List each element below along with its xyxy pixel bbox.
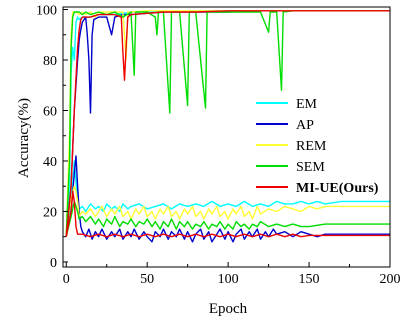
y-axis-title: Accuracy(%) bbox=[16, 98, 32, 178]
legend-label-em: EM bbox=[296, 97, 318, 112]
series-line-sem-high bbox=[65, 10, 390, 237]
legend-label-mi-ue-ours: MI-UE(Ours) bbox=[296, 181, 379, 196]
legend-label-rem: REM bbox=[296, 139, 327, 154]
series-line-em-high bbox=[65, 10, 390, 237]
series-line-ap-high bbox=[65, 10, 390, 237]
series-line-rem-low bbox=[65, 185, 390, 232]
y-tick-label: 60 bbox=[43, 104, 57, 119]
series-line-ap-low bbox=[65, 155, 390, 243]
x-axis-title: Epoch bbox=[209, 301, 248, 317]
y-tick-label: 100 bbox=[36, 4, 57, 19]
x-tick-label: 100 bbox=[218, 272, 239, 287]
y-tick-label: 0 bbox=[50, 256, 57, 271]
legend-label-ap: AP bbox=[296, 118, 314, 133]
series-line-mi-ue-ours-high bbox=[65, 10, 390, 237]
x-tick-label: 200 bbox=[380, 272, 400, 287]
x-tick-label: 150 bbox=[299, 272, 320, 287]
series-line-em-low bbox=[65, 160, 390, 232]
x-tick-label: 50 bbox=[140, 272, 154, 287]
axes-layer: 0 50 100 150 200 0 20 40 60 80 100 bbox=[36, 4, 400, 287]
plot-frame bbox=[62, 6, 391, 268]
series-line-mi-ue-ours-low bbox=[65, 190, 390, 238]
series-line-sem-low bbox=[65, 200, 390, 237]
x-tick-label: 0 bbox=[63, 272, 70, 287]
y-tick-label: 80 bbox=[43, 54, 57, 69]
series-layer bbox=[65, 10, 390, 243]
series-line-rem-high bbox=[65, 10, 390, 237]
y-tick-label: 20 bbox=[43, 205, 57, 220]
legend: EM AP REM SEM MI-UE(Ours) bbox=[256, 97, 379, 196]
legend-label-sem: SEM bbox=[296, 160, 325, 175]
y-tick-label: 40 bbox=[43, 155, 57, 170]
